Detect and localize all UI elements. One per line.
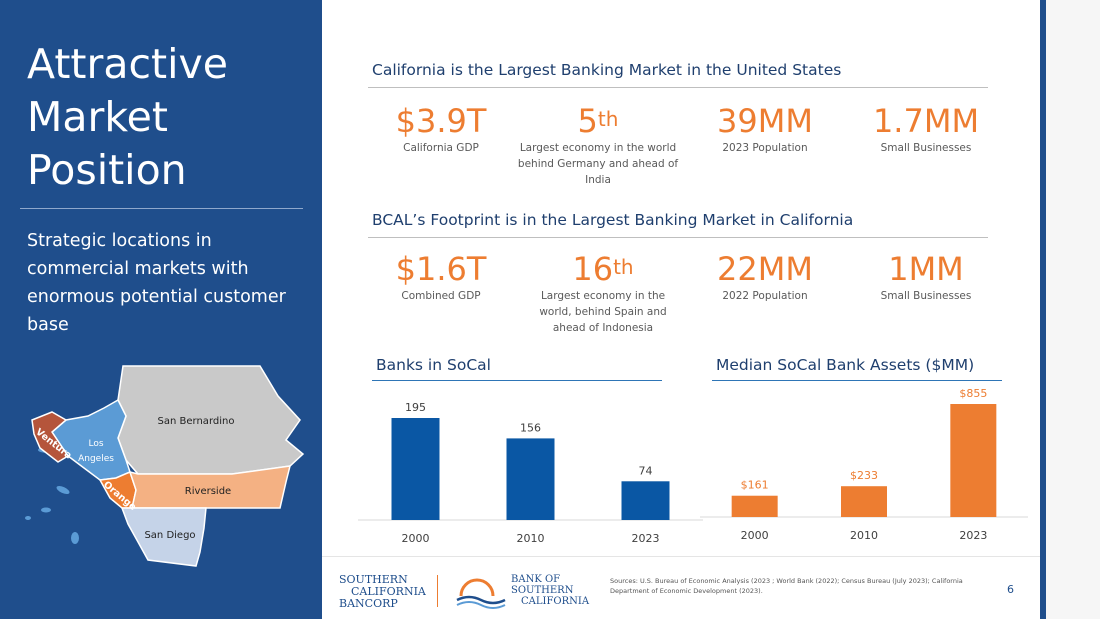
stat-value: 22MM [717,250,813,288]
data-label-2010: $233 [850,469,878,482]
stat-ca-small-businesses: 1.7MM Small Businesses [841,102,1011,156]
logo-line: CALIFORNIA [351,585,426,598]
chart-title-banks: Banks in SoCal [376,356,491,374]
section-divider-1 [368,87,988,88]
stat-ca-gdp: $3.9T California GDP [356,102,526,156]
tick-label-2000: 2000 [402,532,430,545]
label-san-diego: San Diego [144,530,195,541]
sources-note: Sources: U.S. Bureau of Economic Analysi… [610,577,963,595]
stat-footprint-population: 22MM 2022 Population [680,250,850,304]
island-3 [41,507,51,513]
section-title-footprint: BCAL’s Footprint is in the Largest Banki… [372,211,854,229]
label-san-bernardino: San Bernardino [158,416,235,427]
county-ventura [31,411,70,463]
bank-of-southern-california-logo-mark [456,578,506,609]
logo-line: SOUTHERN [339,573,408,586]
bar-2023 [950,404,997,517]
stat-label: Largest economy in the world behind Germ… [517,142,679,186]
stat-label: 2022 Population [722,290,808,302]
tick-label-2023: 2023 [959,529,987,542]
data-label-2023: 74 [639,464,653,477]
bar-2000 [731,495,778,517]
data-label-2010: 156 [520,421,541,434]
page-title: Attractive Market Position [27,38,307,197]
logo-wave-1 [456,595,506,605]
stat-value: $3.9T [395,102,487,140]
stat-value: $1.6T [395,250,487,288]
tick-label-2023: 2023 [632,532,660,545]
islands [25,447,79,544]
chart-title-assets: Median SoCal Bank Assets ($MM) [716,356,975,374]
page-subtitle: Strategic locations in commercial market… [27,231,286,335]
footer [322,556,1040,619]
island-4 [71,532,79,544]
data-label-2023: $855 [959,387,987,400]
section-title-california: California is the Largest Banking Market… [372,61,842,79]
page-number: 6 [1007,583,1014,596]
stat-value: 16th [572,250,634,288]
logo-wave-2 [456,601,506,609]
stat-label: Small Businesses [880,142,972,154]
island-2 [56,485,70,495]
stat-label: Largest economy in the world, behind Spa… [539,290,667,334]
bar-2010 [506,438,555,520]
stat-value: 5th [577,102,619,140]
socal-county-map: San Bernardino Los Angeles Ventura Orang… [25,365,305,567]
chart-banks-in-socal: 195 2000 156 2010 74 2023 [358,401,703,545]
stat-value: 1.7MM [872,102,980,140]
page-title-line-1: Attractive [27,40,228,88]
bank-logo-text: BANK OF SOUTHERN CALIFORNIA [511,574,589,607]
right-edge-stripe [1040,0,1046,619]
logo-line: CALIFORNIA [521,596,590,607]
bar-2010 [841,486,887,517]
data-label-2000: $161 [741,479,769,492]
county-san-diego [120,507,207,567]
county-los-angeles [51,398,131,481]
stat-ca-population: 39MM 2023 Population [680,102,850,156]
stat-label: Small Businesses [880,290,972,302]
label-angeles: Angeles [78,454,114,464]
label-los: Los [88,439,103,449]
logo-line: SOUTHERN [511,585,574,596]
logo-line: BANCORP [339,597,398,610]
stat-ca-rank: 5th Largest economy in the world behind … [513,102,683,188]
chart-title-underline-2 [712,380,1002,381]
island-5 [25,516,31,520]
stat-footprint-rank: 16th Largest economy in the world, behin… [518,250,688,336]
chart-title-underline-1 [372,380,662,381]
label-riverside: Riverside [185,486,231,497]
section-divider-2 [368,237,988,238]
title-divider [20,208,303,209]
right-edge-panel [1046,0,1100,619]
tick-label-2000: 2000 [741,529,769,542]
tick-label-2010: 2010 [850,529,878,542]
page-title-line-3: Position [27,146,187,194]
chart-median-assets: $161 2000 $233 2010 $855 2023 [700,387,1028,542]
logo-sun-arc [459,578,495,597]
logo-line: BANK OF [511,574,561,585]
stat-footprint-small-businesses: 1MM Small Businesses [841,250,1011,304]
county-riverside [128,465,291,509]
tick-label-2010: 2010 [517,532,545,545]
bar-2023 [621,481,670,520]
stat-value: 39MM [717,102,813,140]
bar-2000 [391,418,440,520]
logo-divider [437,575,438,607]
data-label-2000: 195 [405,401,426,414]
stat-label: 2023 Population [722,142,808,154]
stat-label: California GDP [403,142,479,154]
page-title-line-2: Market [27,93,168,141]
stat-combined-gdp: $1.6T Combined GDP [356,250,526,304]
stat-value: 1MM [888,250,964,288]
southern-california-bancorp-logo: SOUTHERN CALIFORNIA BANCORP [339,574,426,610]
stat-label: Combined GDP [401,290,481,302]
